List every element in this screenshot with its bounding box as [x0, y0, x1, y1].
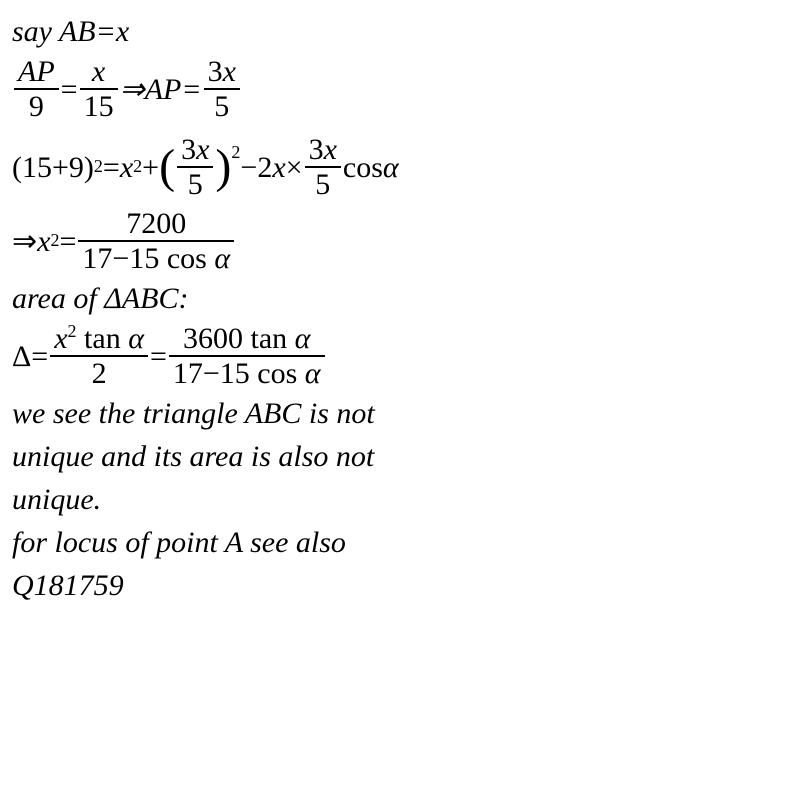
ref-line: Q181759 [12, 566, 788, 605]
text-say: say AB=x [12, 12, 129, 51]
implies-icon: ⇒ [12, 222, 37, 261]
equals-icon: = [61, 70, 78, 109]
den-15: 15 [80, 90, 118, 123]
den-17-15cos: 17−15 cos α [78, 242, 234, 275]
exp-2b: 2 [133, 155, 142, 178]
rparen-icon: ) [84, 148, 94, 187]
line-ratio: AP 9 = x 15 ⇒AP= 33xx 5 [12, 55, 788, 123]
den-17-15cos-b: 17−15 cos α [169, 357, 325, 390]
num-15: 15 [22, 148, 52, 187]
lparen-icon: ( [12, 148, 22, 187]
frac-3x-5b: 3x 5 [177, 133, 213, 201]
num-x2tan: x2 tan α [50, 322, 148, 355]
num-3600tan: 3600 tan α [179, 322, 314, 355]
rparen-icon: ) [215, 136, 231, 198]
equals-icon: = [150, 337, 167, 376]
den-9: 9 [25, 90, 48, 123]
alpha: α [383, 148, 399, 187]
num-3x: 33xx [204, 55, 240, 88]
area-label: area of ΔABC: [12, 279, 188, 318]
frac-7200: 7200 17−15 cos α [78, 207, 234, 275]
num-9: 9 [69, 148, 84, 187]
exp-2: 2 [94, 155, 103, 178]
den-2: 2 [88, 357, 111, 390]
frac-3600tan: 3600 tan α 17−15 cos α [169, 322, 325, 390]
var-x: x [120, 148, 133, 187]
equals-icon: = [31, 337, 48, 376]
note-3: unique. [12, 480, 788, 519]
times-icon: × [286, 148, 303, 187]
den-5c: 5 [311, 168, 334, 201]
minus-icon: − [240, 148, 257, 187]
coeff-2: 2 [257, 148, 272, 187]
line-say: say AB=x [12, 12, 788, 51]
note-4: for locus of point A see also [12, 523, 788, 562]
frac-ap-9: AP 9 [14, 55, 59, 123]
num-3x-b: 3x [177, 133, 213, 166]
plus-icon: + [52, 148, 69, 187]
frac-3x-5c: 3x 5 [305, 133, 341, 201]
num-3x-c: 3x [305, 133, 341, 166]
delta-icon: Δ [12, 337, 31, 376]
equals-icon: = [103, 148, 120, 187]
note-1: we see the triangle ABC is not [12, 394, 788, 433]
implies-ap: ⇒AP= [120, 70, 202, 109]
frac-x-15: x 15 [80, 55, 118, 123]
line-area-label: area of ΔABC: [12, 279, 788, 318]
var-x2: x [272, 148, 285, 187]
line-cosine: ( 15 + 9 ) 2 = x 2 + ( 3x 5 ) 2 − 2x × 3… [12, 133, 788, 201]
line-x2: ⇒ x 2 = 7200 17−15 cos α [12, 207, 788, 275]
lparen-icon: ( [159, 136, 175, 198]
note-2: unique and its area is also not [12, 437, 788, 476]
plus-icon: + [142, 148, 159, 187]
den-5: 5 [210, 90, 233, 123]
line-area: Δ = x2 tan α 2 = 3600 tan α 17−15 cos α [12, 322, 788, 390]
num-7200: 7200 [122, 207, 190, 240]
num-ap: AP [14, 55, 59, 88]
den-5b: 5 [184, 168, 207, 201]
var-x3: x [37, 222, 50, 261]
frac-x2tan-2: x2 tan α 2 [50, 322, 148, 390]
num-x: x [88, 55, 109, 88]
frac-3x-5: 33xx 5 [204, 55, 240, 123]
exp-2d: 2 [50, 229, 59, 252]
ref-q: Q181759 [12, 566, 124, 605]
exp-2c: 2 [231, 141, 240, 164]
cos-label: cos [343, 148, 383, 187]
equals-icon: = [59, 222, 76, 261]
